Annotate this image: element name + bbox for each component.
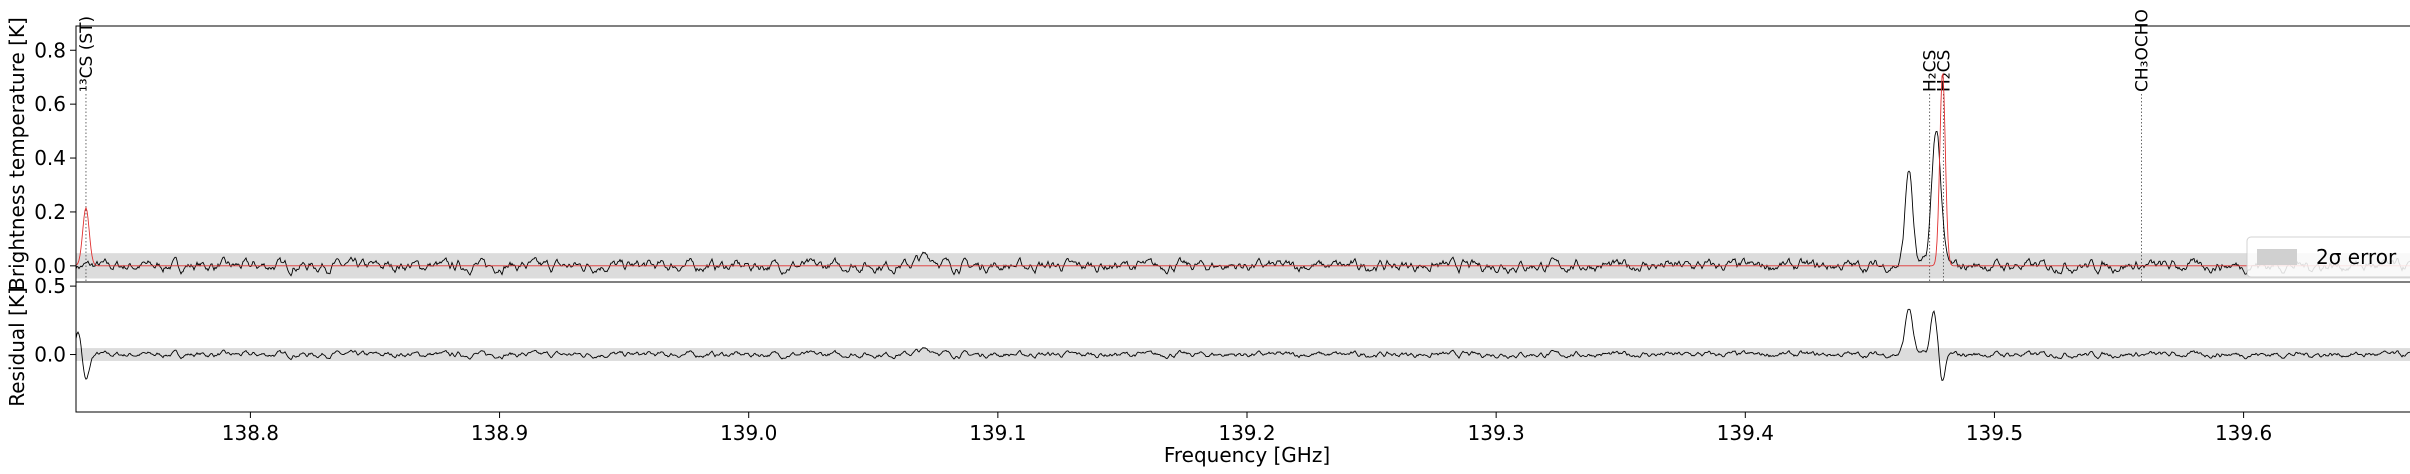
residual-panel: 0.0 0.5 138.8 138.9 139.0 139.1 139.2 139.3 139… xyxy=(5,274,2410,467)
x-tick-label: 139.3 xyxy=(1468,421,1525,445)
x-tick-label: 138.9 xyxy=(471,421,528,445)
y-tick-label: 0.8 xyxy=(34,38,66,62)
spectrum-y-axis-label: Brightness temperature [K] xyxy=(5,17,29,291)
x-ticks: 138.8 138.9 139.0 139.1 139.2 139.3 139.4 139.5… xyxy=(222,412,2272,445)
x-tick-label: 139.4 xyxy=(1717,421,1774,445)
residual-axes-frame xyxy=(76,282,2410,412)
model-spectrum-line xyxy=(76,74,2410,266)
line-marker-label: CH₃OCHO xyxy=(2132,9,2152,92)
legend: 2σ error xyxy=(2247,237,2410,277)
y-tick-label: 0.0 xyxy=(34,343,66,367)
y-ticks-bottom: 0.0 0.5 xyxy=(34,274,76,366)
spectrum-axes-frame xyxy=(76,26,2410,282)
x-tick-label: 139.0 xyxy=(720,421,777,445)
y-tick-label: 0.5 xyxy=(34,274,66,298)
y-tick-label: 0.6 xyxy=(34,92,66,116)
line-marker-label: H₂CS xyxy=(1934,50,1954,92)
x-tick-label: 138.8 xyxy=(222,421,279,445)
x-axis-label: Frequency [GHz] xyxy=(1164,443,1330,467)
residual-error-band xyxy=(76,348,2410,361)
x-tick-label: 139.2 xyxy=(1218,421,1275,445)
y-ticks-top: 0.00.20.40.60.8 xyxy=(34,38,76,278)
y-tick-label: 0.2 xyxy=(34,200,66,224)
x-tick-label: 139.6 xyxy=(2215,421,2272,445)
residual-y-axis-label: Residual [K] xyxy=(5,287,29,407)
legend-swatch xyxy=(2257,249,2297,265)
residual-line xyxy=(76,309,2410,380)
x-tick-label: 139.5 xyxy=(1966,421,2023,445)
legend-label: 2σ error xyxy=(2316,245,2397,269)
x-tick-label: 139.1 xyxy=(969,421,1026,445)
line-marker-label: ¹³CS (ST) xyxy=(77,16,97,92)
y-tick-label: 0.4 xyxy=(34,146,66,170)
